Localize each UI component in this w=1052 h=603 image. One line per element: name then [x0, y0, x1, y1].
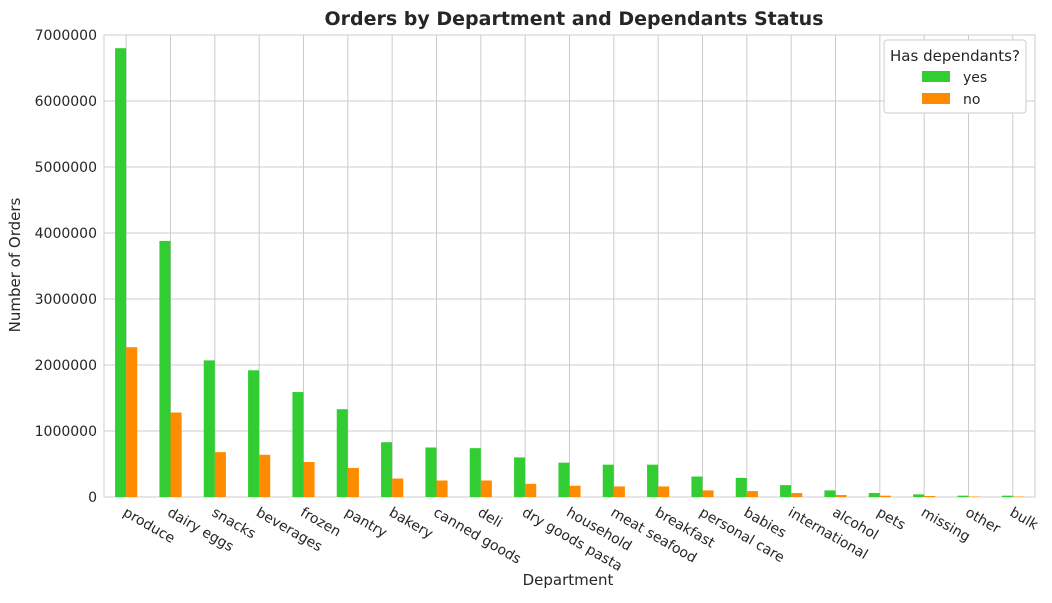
bar-yes-bakery — [381, 442, 392, 497]
bar-yes-canned-goods — [425, 448, 436, 498]
y-axis-label: Number of Orders — [6, 197, 24, 332]
legend-label-yes: yes — [963, 70, 987, 86]
y-tick-label: 5000000 — [35, 160, 97, 176]
bar-no-missing — [924, 496, 935, 497]
bar-no-pantry — [348, 468, 359, 497]
bar-yes-breakfast — [647, 465, 658, 497]
bar-no-personal-care — [703, 490, 714, 497]
bar-yes-international — [780, 485, 791, 497]
legend-title: Has dependants? — [890, 47, 1020, 65]
bar-yes-personal-care — [691, 477, 702, 497]
bar-no-international — [791, 493, 802, 497]
bar-no-meat-seafood — [614, 486, 625, 497]
bar-no-bakery — [392, 479, 403, 497]
bar-no-frozen — [304, 462, 315, 497]
bar-no-alcohol — [836, 495, 847, 497]
bar-yes-produce — [115, 48, 126, 497]
bar-no-dairy-eggs — [171, 413, 182, 497]
bar-no-babies — [747, 491, 758, 497]
bar-yes-dairy-eggs — [159, 241, 170, 497]
y-tick-label: 3000000 — [35, 292, 97, 308]
bar-no-canned-goods — [437, 481, 448, 498]
bar-yes-dry-goods-pasta — [514, 457, 525, 497]
bar-no-pets — [880, 496, 891, 497]
legend-swatch-no — [922, 93, 950, 104]
bar-yes-beverages — [248, 370, 259, 497]
bar-no-snacks — [215, 452, 226, 497]
bar-yes-household — [558, 463, 569, 497]
bar-yes-pets — [869, 493, 880, 497]
bar-yes-frozen — [292, 392, 303, 497]
bar-yes-snacks — [204, 360, 215, 497]
bar-no-breakfast — [658, 486, 669, 497]
bar-yes-other — [957, 496, 968, 497]
x-axis-label: Department — [523, 571, 614, 589]
bar-no-deli — [481, 481, 492, 498]
y-tick-label: 6000000 — [35, 94, 97, 110]
legend: Has dependants? yes no — [884, 40, 1026, 113]
bar-yes-bulk — [1002, 496, 1013, 497]
bar-no-household — [570, 486, 581, 497]
bar-yes-missing — [913, 494, 924, 497]
bar-no-produce — [126, 347, 137, 497]
legend-label-no: no — [963, 92, 980, 108]
bar-no-dry-goods-pasta — [525, 484, 536, 497]
y-tick-label: 4000000 — [35, 226, 97, 242]
y-tick-label: 2000000 — [35, 358, 97, 374]
bar-yes-deli — [470, 448, 481, 497]
y-tick-label: 1000000 — [35, 424, 97, 440]
y-tick-label: 7000000 — [35, 28, 97, 44]
chart-title: Orders by Department and Dependants Stat… — [324, 8, 823, 30]
bar-yes-meat-seafood — [603, 465, 614, 497]
bar-yes-babies — [736, 478, 747, 497]
bar-yes-pantry — [337, 409, 348, 497]
y-tick-label: 0 — [88, 490, 97, 506]
bar-yes-alcohol — [824, 490, 835, 497]
bar-no-beverages — [259, 455, 270, 497]
legend-swatch-yes — [922, 71, 950, 82]
